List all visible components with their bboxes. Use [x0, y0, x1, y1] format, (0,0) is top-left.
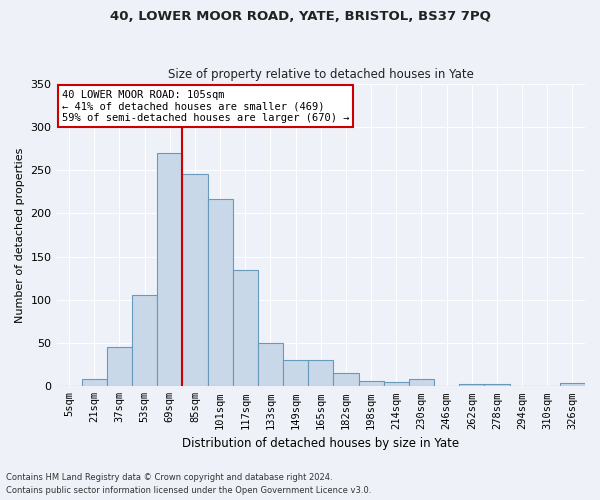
- Bar: [233, 270, 258, 386]
- Bar: [383, 382, 409, 386]
- X-axis label: Distribution of detached houses by size in Yate: Distribution of detached houses by size …: [182, 437, 460, 450]
- Bar: [308, 360, 334, 386]
- Bar: [334, 374, 359, 386]
- Bar: [132, 296, 157, 386]
- Text: 40 LOWER MOOR ROAD: 105sqm
← 41% of detached houses are smaller (469)
59% of sem: 40 LOWER MOOR ROAD: 105sqm ← 41% of deta…: [62, 90, 349, 123]
- Bar: [359, 381, 383, 386]
- Bar: [283, 360, 308, 386]
- Text: 40, LOWER MOOR ROAD, YATE, BRISTOL, BS37 7PQ: 40, LOWER MOOR ROAD, YATE, BRISTOL, BS37…: [110, 10, 490, 23]
- Text: Contains HM Land Registry data © Crown copyright and database right 2024.
Contai: Contains HM Land Registry data © Crown c…: [6, 474, 371, 495]
- Bar: [258, 343, 283, 386]
- Bar: [182, 174, 208, 386]
- Bar: [560, 383, 585, 386]
- Bar: [208, 198, 233, 386]
- Y-axis label: Number of detached properties: Number of detached properties: [15, 147, 25, 322]
- Bar: [484, 384, 509, 386]
- Bar: [107, 348, 132, 387]
- Bar: [409, 380, 434, 386]
- Bar: [157, 153, 182, 386]
- Bar: [459, 384, 484, 386]
- Title: Size of property relative to detached houses in Yate: Size of property relative to detached ho…: [168, 68, 474, 81]
- Bar: [82, 378, 107, 386]
